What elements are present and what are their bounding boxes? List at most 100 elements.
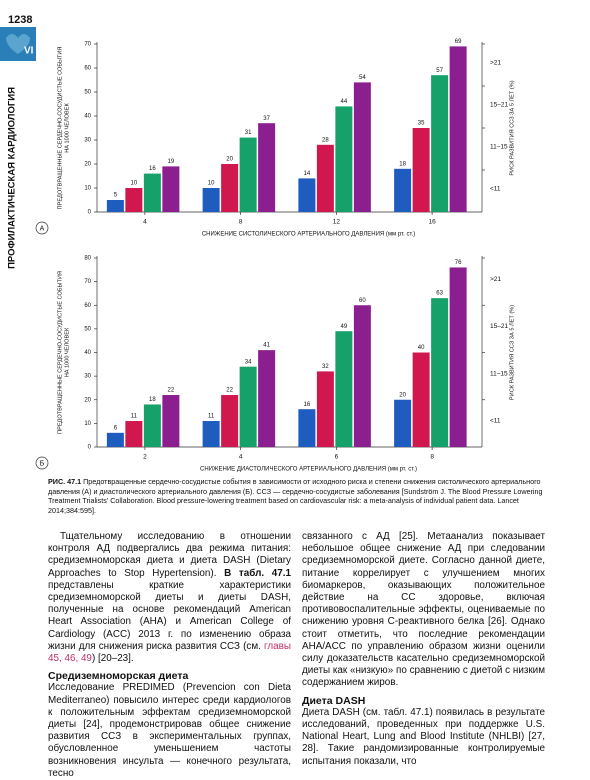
data-label: 60 [359, 298, 366, 304]
data-label: 57 [436, 68, 443, 74]
x-tick-label: 2 [143, 454, 147, 461]
bar [412, 128, 430, 212]
text: ) [20–23]. [91, 653, 134, 665]
data-label: 22 [168, 388, 175, 394]
y-axis-title: ПРЕДОТВРАЩЕННЫЕ СЕРДЕЧНО-СОСУДИСТЫЕ СОБЫ… [57, 47, 63, 210]
paragraph: Исследование PREDIMED (Prevencion con Di… [48, 682, 291, 779]
legend-label: 15–21 [490, 102, 508, 109]
x-tick-label: 12 [333, 219, 341, 226]
column-right: связанного с АД [25]. Метаанализ показыв… [302, 531, 545, 768]
x-tick-label: 4 [239, 454, 243, 461]
data-label: 20 [399, 392, 406, 398]
legend-label: >21 [490, 276, 501, 283]
x-tick-label: 16 [429, 219, 437, 226]
x-axis-title: СНИЖЕНИЕ ДИАСТОЛИЧЕСКОГО АРТЕРИАЛЬНОГО Д… [200, 467, 417, 473]
data-label: 18 [399, 161, 406, 167]
y-tick-label: 70 [84, 279, 91, 285]
data-label: 11 [131, 414, 138, 420]
paragraph: связанного с АД [25]. Метаанализ показыв… [302, 531, 545, 689]
bar [239, 366, 257, 447]
y-axis-title: НА 1000 ЧЕЛОВЕК [64, 327, 70, 377]
paragraph: Диета DASH (см. табл. 47.1) появилась в … [302, 706, 545, 767]
panel-label: А [40, 225, 45, 232]
bar [298, 178, 316, 212]
caption-text: Предотвращенные сердечно-сосудистые собы… [48, 477, 543, 515]
data-label: 20 [226, 157, 233, 163]
legend-label: 11–15 [490, 144, 508, 151]
legend-label: <11 [490, 186, 501, 193]
bar [143, 404, 161, 447]
y-tick-label: 70 [84, 42, 91, 48]
data-label: 10 [208, 181, 215, 187]
figure: 1238 VI ПРОФИЛАКТИЧЕСКАЯ КАРДИОЛОГИЯ 0 10… [0, 14, 515, 473]
bar [431, 75, 449, 212]
data-label: 16 [149, 166, 156, 172]
bar [335, 106, 353, 212]
data-label: 49 [341, 324, 348, 330]
bar [125, 188, 143, 212]
page: 1238 VI ПРОФИЛАКТИЧЕСКАЯ КАРДИОЛОГИЯ 0 10… [0, 13, 546, 779]
bar [258, 123, 276, 212]
data-label: 14 [304, 171, 311, 177]
bar [394, 399, 412, 447]
caption-label: РИС. 47.1 [48, 477, 82, 486]
bar [106, 200, 124, 212]
bar [221, 395, 239, 447]
data-label: 54 [359, 75, 366, 81]
y-tick-label: 50 [84, 326, 91, 332]
heading: Средиземноморская диета [48, 670, 189, 683]
bar [143, 173, 161, 212]
bar [412, 352, 430, 447]
data-label: 31 [245, 130, 252, 136]
legend-label: <11 [490, 418, 501, 425]
bar [449, 267, 467, 447]
link[interactable]: главы 45, 46, 49 [48, 640, 291, 665]
bar [449, 46, 467, 213]
data-label: 22 [226, 388, 233, 394]
bar [162, 166, 180, 212]
bar [258, 350, 276, 447]
y-tick-label: 60 [84, 303, 91, 309]
x-tick-label: 6 [335, 454, 339, 461]
bar [125, 421, 143, 447]
part-icon [6, 34, 30, 54]
caption: РИС. 47.1 Предотвращенные сердечно-сосуд… [48, 477, 546, 515]
data-label: 35 [418, 121, 425, 127]
x-tick-label: 8 [239, 219, 243, 226]
bar [353, 305, 371, 447]
y-tick-label: 40 [84, 350, 91, 356]
y-axis-title: ПРЕДОТВРАЩЕННЫЕ СЕРДЕЧНО-СОСУДИСТЫЕ СОБЫ… [57, 271, 63, 434]
y-tick-label: 60 [84, 66, 91, 72]
bar [394, 168, 412, 212]
text: В табл. 47.1 [224, 567, 291, 579]
bar [316, 371, 334, 447]
y2-axis-title: РИСК РАЗВИТИЯ ССЗ ЗА 5 ЛЕТ (%) [509, 305, 515, 400]
bar [162, 395, 180, 447]
y-tick-label: 50 [84, 90, 91, 96]
data-label: 32 [322, 364, 329, 370]
bar [221, 164, 239, 212]
paragraph: Тщательному исследованию в отношении кон… [48, 531, 291, 665]
x-axis-title: СНИЖЕНИЕ СИСТОЛИЧЕСКОГО АРТЕРИАЛЬНОГО ДА… [202, 232, 415, 238]
panel-badge [35, 456, 49, 470]
part-label: VI [24, 46, 34, 57]
section-title: ПРОФИЛАКТИЧЕСКАЯ КАРДИОЛОГИЯ [7, 87, 18, 269]
data-label: 76 [455, 260, 462, 266]
data-label: 69 [455, 39, 462, 45]
y-tick-label: 40 [84, 114, 91, 120]
y2-axis-title: РИСК РАЗВИТИЯ ССЗ ЗА 5 ЛЕТ (%) [509, 80, 515, 175]
bar [202, 188, 220, 212]
y-tick-label: 80 [84, 256, 91, 262]
bar [431, 298, 449, 447]
panel-badge [35, 221, 49, 235]
legend-label: 15–21 [490, 323, 508, 330]
text: представлены краткие характеристики сред… [48, 579, 291, 652]
legend-label: >21 [490, 60, 501, 67]
x-tick-label: 4 [143, 219, 147, 226]
data-label: 34 [245, 359, 252, 365]
data-label: 44 [341, 99, 348, 105]
bar [316, 144, 334, 212]
panel-label: Б [40, 460, 45, 467]
y-tick-label: 0 [88, 445, 92, 451]
bar [106, 432, 124, 447]
